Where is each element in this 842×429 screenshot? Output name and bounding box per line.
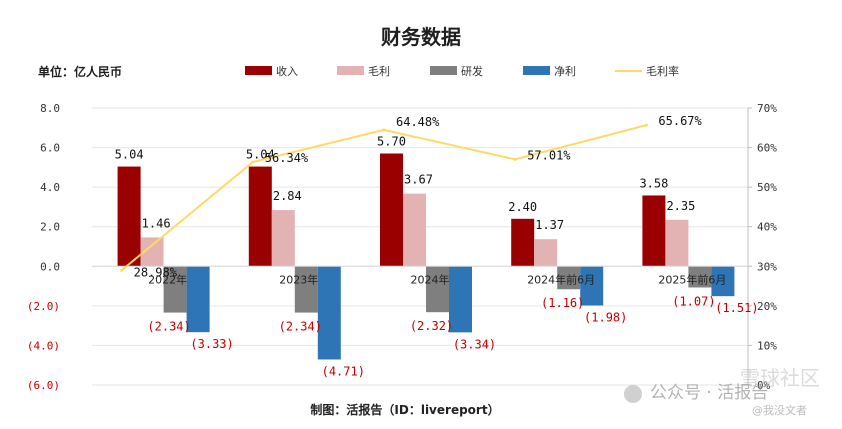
bar-毛利-1 bbox=[271, 210, 295, 267]
bar-研发-1 bbox=[294, 266, 318, 313]
bar-data-label: (2.34) bbox=[279, 320, 322, 334]
unit-label: 单位：亿人民币 bbox=[38, 64, 122, 79]
y-right-tick-label: 10% bbox=[757, 339, 777, 352]
bar-data-label: 3.58 bbox=[639, 176, 668, 190]
line-point-0 bbox=[120, 268, 124, 272]
line-data-label: 28.98% bbox=[134, 265, 178, 279]
bar-data-label: (1.51) bbox=[715, 301, 758, 315]
bar-收入-3 bbox=[511, 218, 535, 267]
bar-data-label: (1.16) bbox=[541, 296, 584, 310]
y-left-tick-label: (4.0) bbox=[27, 339, 60, 352]
source-caption: 制图：活报告（ID：livereport） bbox=[310, 402, 499, 417]
bar-收入-2 bbox=[380, 153, 403, 267]
bar-收入-1 bbox=[248, 166, 272, 267]
legend-label-line: 毛利率 bbox=[646, 64, 679, 78]
bar-净利-3 bbox=[580, 266, 604, 306]
bar-净利-1 bbox=[317, 266, 341, 360]
y-right-tick-label: 0% bbox=[757, 379, 771, 392]
watermark-text-2: 雪球社区 bbox=[740, 366, 820, 390]
bar-data-label: 2.35 bbox=[666, 199, 695, 213]
bar-研发-0 bbox=[163, 266, 187, 313]
bar-data-label: (3.33) bbox=[190, 337, 233, 351]
line-point-4 bbox=[644, 123, 648, 127]
y-left-tick-label: 6.0 bbox=[40, 142, 60, 155]
y-right-tick-label: 60% bbox=[757, 142, 777, 155]
x-tick-label: 2025年前6月 bbox=[658, 272, 726, 286]
line-data-label: 56.34% bbox=[265, 151, 309, 165]
line-data-label: 65.67% bbox=[658, 114, 702, 128]
legend-swatch-0 bbox=[245, 66, 272, 75]
bar-data-label: (2.32) bbox=[410, 319, 453, 333]
y-right-tick-label: 20% bbox=[757, 300, 777, 313]
bar-data-label: (2.34) bbox=[147, 320, 190, 334]
y-left-tick-label: 8.0 bbox=[40, 102, 60, 115]
watermark-text: 公众号 · 活报告 bbox=[650, 383, 768, 403]
bar-毛利-0 bbox=[140, 237, 164, 267]
x-tick-label: 2024年 bbox=[411, 272, 450, 286]
legend-label-3: 净利 bbox=[554, 64, 576, 78]
legend-label-0: 收入 bbox=[276, 64, 298, 78]
bar-研发-2 bbox=[426, 266, 449, 313]
line-point-2 bbox=[382, 128, 386, 132]
y-left-tick-label: (2.0) bbox=[27, 300, 60, 313]
bar-data-label: 5.04 bbox=[115, 148, 144, 162]
legend-swatch-3 bbox=[523, 66, 550, 75]
line-point-3 bbox=[513, 157, 517, 161]
bar-data-label: (3.34) bbox=[453, 337, 496, 351]
bar-毛利-3 bbox=[534, 239, 558, 267]
bar-收入-4 bbox=[642, 195, 666, 267]
x-tick-label: 2024年前6月 bbox=[527, 272, 595, 286]
bar-data-label: (1.98) bbox=[584, 310, 627, 324]
y-left-tick-label: (6.0) bbox=[27, 379, 60, 392]
bar-data-label: 3.67 bbox=[404, 173, 433, 187]
wechat-icon bbox=[624, 385, 642, 403]
bar-净利-4 bbox=[711, 266, 735, 297]
y-right-tick-label: 30% bbox=[757, 260, 777, 273]
bar-研发-4 bbox=[688, 266, 712, 288]
bar-data-label: 1.37 bbox=[535, 218, 564, 232]
line-point-1 bbox=[251, 160, 255, 164]
bar-净利-0 bbox=[186, 266, 210, 333]
bar-收入-0 bbox=[117, 166, 141, 267]
y-left-tick-label: 0.0 bbox=[40, 260, 60, 273]
watermark-text-3: @我没文者 bbox=[752, 403, 807, 417]
legend-swatch-2 bbox=[430, 66, 457, 75]
y-right-tick-label: 50% bbox=[757, 181, 777, 194]
y-right-tick-label: 70% bbox=[757, 102, 777, 115]
bar-毛利-4 bbox=[665, 219, 689, 267]
bar-data-label: 2.40 bbox=[508, 200, 537, 214]
y-left-tick-label: 4.0 bbox=[40, 181, 60, 194]
bar-data-label: (1.07) bbox=[672, 294, 715, 308]
line-data-label: 64.48% bbox=[396, 115, 440, 129]
y-left-tick-label: 2.0 bbox=[40, 221, 60, 234]
x-tick-label: 2022年 bbox=[148, 272, 187, 286]
bar-data-label: 5.70 bbox=[377, 135, 406, 149]
bar-研发-3 bbox=[557, 266, 581, 290]
x-tick-label: 2023年 bbox=[279, 272, 318, 286]
legend-swatch-1 bbox=[337, 66, 364, 75]
bar-data-label: (4.71) bbox=[322, 364, 365, 378]
legend-label-2: 研发 bbox=[461, 64, 483, 78]
chart-title: 财务数据 bbox=[381, 25, 461, 49]
bar-毛利-2 bbox=[403, 193, 426, 267]
bar-净利-2 bbox=[449, 266, 472, 333]
bar-data-label: 2.84 bbox=[273, 189, 302, 203]
bar-data-label: 1.46 bbox=[142, 216, 171, 230]
line-data-label: 57.01% bbox=[527, 148, 571, 162]
y-right-tick-label: 40% bbox=[757, 221, 777, 234]
legend-label-1: 毛利 bbox=[368, 65, 390, 78]
